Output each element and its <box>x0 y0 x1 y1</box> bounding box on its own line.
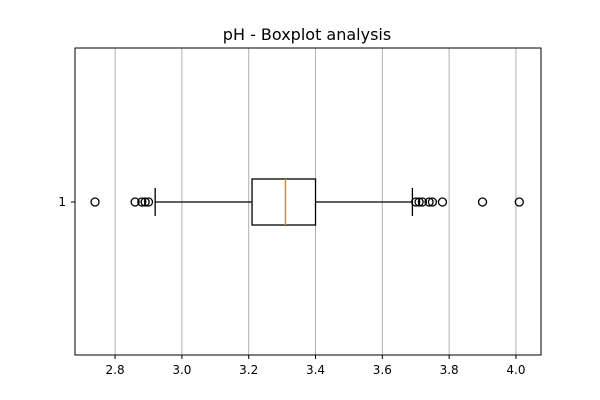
outlier-point <box>427 197 438 207</box>
chart-title: pH - Boxplot analysis <box>223 25 391 44</box>
x-tick-label: 3.4 <box>306 363 325 377</box>
y-tick-label: 1 <box>58 195 66 209</box>
x-tick-label: 3.2 <box>239 363 258 377</box>
outlier-point <box>437 197 448 207</box>
outlier-point <box>414 197 424 207</box>
outlier-point <box>137 197 147 207</box>
x-tick-label: 4.0 <box>506 363 525 377</box>
axis-ticks: 2.8 3.0 3.2 3.4 3.6 3.8 4.0 1 <box>58 195 525 377</box>
outlier-point <box>143 197 154 207</box>
plot-area <box>90 178 524 226</box>
outlier-point <box>477 197 488 207</box>
x-tick-label: 3.6 <box>373 363 392 377</box>
x-tick-label: 2.8 <box>106 363 125 377</box>
outlier-point <box>411 197 421 207</box>
outlier-point <box>90 197 100 207</box>
outlier-point <box>140 197 150 207</box>
outlier-point <box>130 197 140 207</box>
x-tick-label: 3.8 <box>440 363 459 377</box>
x-tick-label: 3.0 <box>172 363 191 377</box>
iqr-box <box>251 178 317 226</box>
outlier-point <box>424 197 434 207</box>
outlier-point <box>417 197 428 207</box>
outlier-point <box>514 197 524 207</box>
